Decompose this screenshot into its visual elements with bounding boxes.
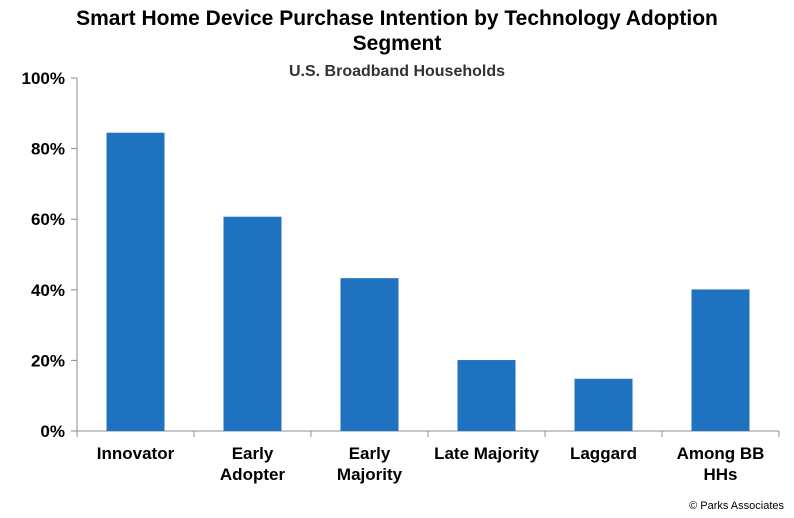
bar <box>106 132 165 431</box>
chart-axes <box>76 78 780 437</box>
x-axis-labels: Innovator Early Adopter Early Majority Late M… <box>97 444 765 484</box>
chart-title-line-1: Smart Home Device Purchase Intention by … <box>76 7 718 30</box>
x-category-label: Early Adopter <box>220 444 286 484</box>
chart-bars <box>106 132 750 431</box>
y-axis-ticks: 0% 20% 40% 60% 80% 100% <box>22 69 77 441</box>
x-category-label: Late Majority <box>434 444 539 463</box>
x-category-label: Laggard <box>570 444 637 463</box>
y-tick-label: 0% <box>40 422 65 441</box>
y-tick-label: 20% <box>31 351 65 370</box>
bar <box>574 378 633 431</box>
chart-title-line-2: Segment <box>352 32 442 55</box>
chart-title: Smart Home Device Purchase Intention by … <box>0 6 794 56</box>
bar <box>340 278 399 431</box>
bar <box>691 289 750 431</box>
x-category-label: Among BB HHs <box>677 444 765 484</box>
bar <box>223 216 282 431</box>
chart-subtitle: U.S. Broadband Households <box>288 63 505 80</box>
bar <box>457 360 516 431</box>
copyright-notice: © Parks Associates <box>689 500 784 512</box>
y-tick-label: 80% <box>31 140 65 159</box>
x-category-label: Early Majority <box>337 444 403 484</box>
y-tick-label: 100% <box>22 69 65 88</box>
x-category-label: Innovator <box>97 444 175 463</box>
y-tick-label: 60% <box>31 210 65 229</box>
y-tick-label: 40% <box>31 281 65 300</box>
